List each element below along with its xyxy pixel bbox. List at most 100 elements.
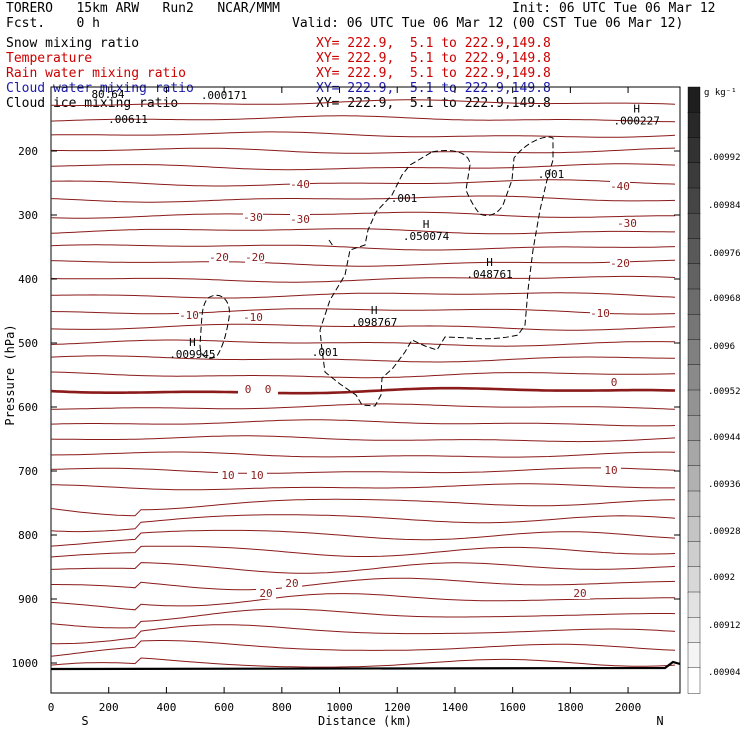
field-xy-cloud-water: XY= 222.9, 5.1 to 222.9,149.8 <box>316 81 551 96</box>
x-axis-title: Distance (km) <box>318 714 412 728</box>
colorbar-swatch <box>687 566 701 593</box>
y-tick-label: 600 <box>18 401 38 414</box>
isotherm-label: -10 <box>243 311 263 324</box>
colorbar-label: .00968 <box>708 294 740 304</box>
isotherm-line <box>50 467 676 474</box>
snow-contour-label: .001 <box>391 192 418 205</box>
isotherm-line <box>50 608 676 629</box>
colorbar-swatch <box>687 314 701 341</box>
extremum-h-label: H <box>633 103 640 116</box>
colorbar: g kg⁻¹ .00992 .00984 .00976 .00968 .0096 .0095… <box>687 86 740 694</box>
isotherm-line <box>50 228 675 235</box>
isotherm-line <box>50 562 676 574</box>
colorbar-swatch <box>687 339 701 366</box>
y-tick-label: 900 <box>18 593 38 606</box>
isotherm-line <box>50 386 676 395</box>
isotherm-line <box>50 244 676 251</box>
isotherm-label-bg <box>243 312 263 323</box>
isotherm-label: 0 <box>265 383 272 396</box>
isotherm-line <box>50 371 676 379</box>
isotherm-label: -20 <box>209 251 229 264</box>
x-tick-label: 2000 <box>615 701 642 714</box>
isotherm-label-bg <box>610 258 630 269</box>
field-xy-rain: XY= 222.9, 5.1 to 222.9,149.8 <box>316 66 551 81</box>
field-xy-snow: XY= 222.9, 5.1 to 222.9,149.8 <box>316 36 551 51</box>
colorbar-swatch <box>687 263 701 290</box>
field-name-cloud-water: Cloud water mixing ratio <box>6 81 194 96</box>
isotherm-line <box>50 211 675 219</box>
colorbar-swatch <box>687 516 701 543</box>
y-tick-label: 700 <box>18 465 38 478</box>
isotherm-label: 10 <box>604 464 617 477</box>
isotherm-line <box>50 163 676 171</box>
field-name-temperature: Temperature <box>6 51 93 66</box>
isotherm-line <box>50 115 676 123</box>
colorbar-label: .00976 <box>708 249 740 259</box>
isotherm-line <box>50 640 676 657</box>
isotherm-line <box>50 131 676 138</box>
colorbar-label: .00928 <box>708 527 740 537</box>
top-contour-label: .000171 <box>201 89 247 102</box>
isotherm-line <box>50 545 676 558</box>
colorbar-swatch <box>687 112 701 139</box>
isotherm-label-bg <box>238 384 258 395</box>
isotherm-line <box>50 435 676 443</box>
isotherm-line <box>50 99 676 107</box>
y-tick-label: 200 <box>18 145 38 158</box>
isotherm-line <box>50 419 676 427</box>
extremum-value: .048761 <box>466 268 512 281</box>
isotherm-label: -30 <box>290 213 310 226</box>
snow-contour-layer <box>199 136 554 407</box>
isotherm-line <box>50 275 676 283</box>
axis-layer: 0 200 400 600 800 1000 1200 1400 1600 1800 2000200… <box>3 87 680 728</box>
x-tick-label: 400 <box>156 701 176 714</box>
x-tick-label: 1000 <box>326 701 353 714</box>
isotherm-line <box>51 577 676 591</box>
isotherm-label-bg <box>290 214 310 225</box>
isotherm-label-bg <box>290 179 310 190</box>
y-tick-label: 400 <box>18 273 38 286</box>
extremum-h-label: H <box>423 218 430 231</box>
colorbar-swatch <box>687 617 701 644</box>
x-tick-label: 200 <box>99 701 119 714</box>
isotherm-line <box>50 292 676 299</box>
isotherm-line <box>51 403 676 410</box>
isotherm-line <box>51 483 675 491</box>
field-xy-temperature: XY= 222.9, 5.1 to 222.9,149.8 <box>316 51 551 66</box>
extremum-value: .000227 <box>614 115 660 128</box>
isotherm-label: 20 <box>573 587 586 600</box>
isotherm-line <box>50 179 676 187</box>
isotherm-label: 10 <box>221 469 234 482</box>
isotherm-label: -30 <box>617 217 637 230</box>
isotherm-label-bg <box>601 465 621 476</box>
isotherm-label-bg <box>243 212 263 223</box>
colorbar-swatch <box>687 137 701 164</box>
init-time: Init: 06 UTC Tue 06 Mar 12 <box>512 1 716 16</box>
isotherm-label: -10 <box>590 307 610 320</box>
colorbar-swatch <box>687 238 701 265</box>
isotherm-line <box>50 147 676 154</box>
isotherm-label: 0 <box>611 376 618 389</box>
isotherm-line <box>50 195 676 203</box>
colorbar-swatch <box>687 187 701 214</box>
isotherm-label: 0 <box>245 383 252 396</box>
y-tick-label: 300 <box>18 209 38 222</box>
x-tick-label: 1200 <box>384 701 411 714</box>
model-title: TORERO 15km ARW Run2 NCAR/MMM <box>6 1 280 16</box>
isotherm-label-bg <box>617 218 637 229</box>
extremum-h-label: H <box>486 256 493 269</box>
isotherm-label: -30 <box>243 211 263 224</box>
y-axis-title: Pressure (hPa) <box>3 324 17 425</box>
valid-time: Valid: 06 UTC Tue 06 Mar 12 (00 CST Tue … <box>292 16 684 31</box>
colorbar-label: .00904 <box>708 668 740 678</box>
colorbar-label: .00936 <box>708 480 740 490</box>
isotherm-label: -40 <box>290 178 310 191</box>
colorbar-swatch <box>687 389 701 416</box>
isotherm-label-bg <box>610 181 630 192</box>
terrain-surface-line <box>50 660 681 671</box>
colorbar-swatch <box>687 541 701 568</box>
isotherm-line <box>50 451 676 458</box>
snow-contour-label: .001 <box>538 168 565 181</box>
colorbar-swatch <box>687 440 701 467</box>
